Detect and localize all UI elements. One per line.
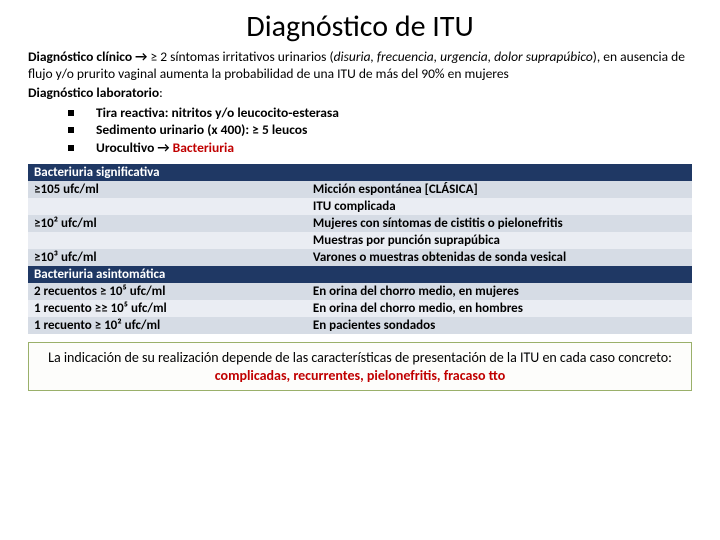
lab-bullet: Tira reactiva: nitritos y/o leucocito-es… xyxy=(68,104,692,122)
table-row: ITU complicada xyxy=(28,198,692,215)
table: Bacteriuria significativa ≥105 ufc/ml Mi… xyxy=(28,164,692,334)
b2b: (x 400): ≥ 5 leucos xyxy=(204,121,307,138)
bullet-text: Sedimento urinario (x 400): ≥ 5 leucos xyxy=(96,121,307,139)
clinical-lead: Diagnóstico clínico xyxy=(28,48,132,65)
cell-threshold: 1 recuento ≥ 10² ufc/ml xyxy=(28,317,307,334)
footnote-b: complicadas, recurrentes, pielonefritis,… xyxy=(215,367,506,384)
footnote-a: La indicación de su realización depende … xyxy=(48,349,672,366)
b3a: Urocultivo xyxy=(96,139,154,156)
square-bullet-icon xyxy=(68,145,74,151)
b1b: : nitritos y/o leucocito-esterasa xyxy=(165,104,339,121)
table-row: ≥10² ufc/ml Mujeres con síntomas de cist… xyxy=(28,215,692,232)
cell-desc: En orina del chorro medio, en hombres xyxy=(307,300,692,317)
arrow-icon: → xyxy=(154,139,172,156)
cell-threshold: ≥105 ufc/ml xyxy=(28,181,307,198)
square-bullet-icon xyxy=(68,110,74,116)
cell-desc: Mujeres con síntomas de cistitis o pielo… xyxy=(307,215,692,232)
cell-threshold: ≥10² ufc/ml xyxy=(28,215,307,232)
bullet-text: Urocultivo → Bacteriuria xyxy=(96,139,234,157)
clinical-paragraph: Diagnóstico clínico → ≥ 2 síntomas irrit… xyxy=(28,49,692,83)
b2a: Sedimento urinario xyxy=(96,121,204,138)
table-header-row: Bacteriuria significativa xyxy=(28,164,692,181)
cell-desc: Micción espontánea [CLÁSICA] xyxy=(307,181,692,198)
clinical-ge: ≥ 2 síntomas irritativos urinarios ( xyxy=(150,48,333,65)
table-row: ≥105 ufc/ml Micción espontánea [CLÁSICA] xyxy=(28,181,692,198)
cell-empty xyxy=(28,198,307,215)
lab-bullets: Tira reactiva: nitritos y/o leucocito-es… xyxy=(28,104,692,157)
clinical-symptoms: disuria, frecuencia, urgencia, dolor sup… xyxy=(334,48,593,65)
footnote-box: La indicación de su realización depende … xyxy=(28,342,692,391)
table-row: 2 recuentos ≥ 10⁵ ufc/ml En orina del ch… xyxy=(28,283,692,300)
slide-title: Diagnóstico de ITU xyxy=(28,8,692,45)
cell-desc: Muestras por punción suprapúbica xyxy=(307,232,692,249)
table-row: 1 recuento ≥ 10² ufc/ml En pacientes son… xyxy=(28,317,692,334)
header-cell: Bacteriuria asintomática xyxy=(28,266,692,283)
square-bullet-icon xyxy=(68,127,74,133)
cell-desc: En orina del chorro medio, en mujeres xyxy=(307,283,692,300)
bacteriuria-table: Bacteriuria significativa ≥105 ufc/ml Mi… xyxy=(28,164,692,334)
header-cell: Bacteriuria significativa xyxy=(28,164,692,181)
lab-bullet: Sedimento urinario (x 400): ≥ 5 leucos xyxy=(68,121,692,139)
table-row: 1 recuento ≥≥ 10⁵ ufc/ml En orina del ch… xyxy=(28,300,692,317)
cell-threshold: ≥10³ ufc/ml xyxy=(28,249,307,266)
table-row: ≥10³ ufc/ml Varones o muestras obtenidas… xyxy=(28,249,692,266)
lab-bullet: Urocultivo → Bacteriuria xyxy=(68,139,692,157)
cell-desc: Varones o muestras obtenidas de sonda ve… xyxy=(307,249,692,266)
cell-desc: ITU complicada xyxy=(307,198,692,215)
cell-threshold: 1 recuento ≥≥ 10⁵ ufc/ml xyxy=(28,300,307,317)
b1a: Tira reactiva xyxy=(96,104,165,121)
cell-empty xyxy=(28,232,307,249)
table-header-row: Bacteriuria asintomática xyxy=(28,266,692,283)
lab-lead: Diagnóstico laboratorio xyxy=(28,84,159,101)
cell-threshold: 2 recuentos ≥ 10⁵ ufc/ml xyxy=(28,283,307,300)
b3b: Bacteriuria xyxy=(173,139,234,156)
table-row: Muestras por punción suprapúbica xyxy=(28,232,692,249)
lab-colon: : xyxy=(159,84,163,101)
slide: Diagnóstico de ITU Diagnóstico clínico →… xyxy=(0,0,720,397)
lab-lead-line: Diagnóstico laboratorio: xyxy=(28,85,692,102)
cell-desc: En pacientes sondados xyxy=(307,317,692,334)
arrow-icon: → xyxy=(132,48,150,65)
bullet-text: Tira reactiva: nitritos y/o leucocito-es… xyxy=(96,104,339,122)
